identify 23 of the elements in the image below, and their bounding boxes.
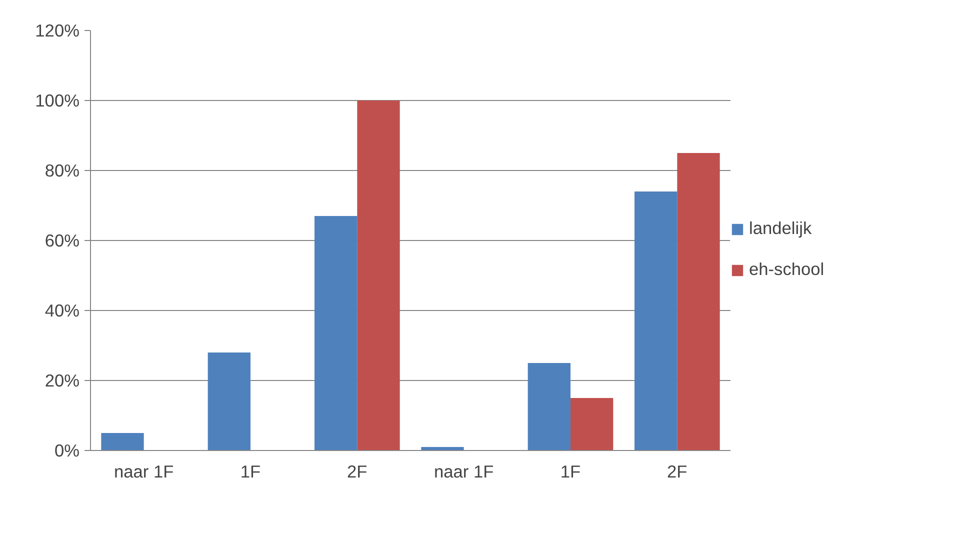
y-tick-label: 80% xyxy=(44,160,80,180)
bar xyxy=(314,216,358,450)
y-tick-label: 20% xyxy=(44,370,80,390)
bar xyxy=(677,153,720,450)
legend-label: landelijk xyxy=(749,218,812,239)
x-tick-label: 1F xyxy=(240,462,261,482)
bar xyxy=(357,100,400,450)
x-tick-label: 1F xyxy=(560,462,581,482)
x-tick-label: naar 1F xyxy=(434,462,494,482)
bar xyxy=(634,192,678,450)
legend-label: eh-school xyxy=(749,259,824,280)
y-tick-label: 120% xyxy=(35,20,80,40)
bar xyxy=(101,433,144,450)
y-tick-label: 60% xyxy=(44,230,80,250)
y-tick-label: 0% xyxy=(54,440,80,460)
y-tick-label: 100% xyxy=(35,90,80,110)
bar xyxy=(208,352,250,450)
x-tick-label: 2F xyxy=(347,462,368,482)
x-tick-label: 2F xyxy=(667,462,688,482)
bar xyxy=(570,398,614,450)
x-tick-label: naar 1F xyxy=(114,462,174,482)
bar xyxy=(528,363,570,450)
y-tick-label: 40% xyxy=(44,300,80,320)
